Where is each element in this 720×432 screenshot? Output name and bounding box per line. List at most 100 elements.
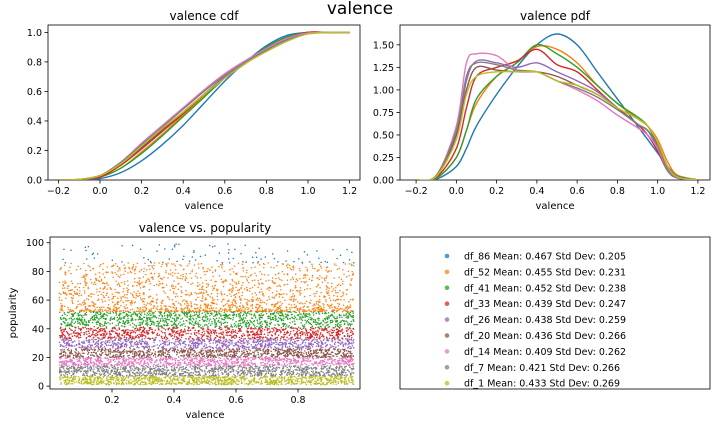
scatter-point	[235, 286, 237, 289]
scatter-point	[172, 327, 175, 329]
scatter-point	[185, 313, 188, 315]
scatter-point	[139, 282, 142, 285]
scatter-point	[298, 290, 300, 292]
scatter-point	[152, 312, 154, 315]
scatter-point	[319, 287, 321, 289]
scatter-point	[63, 338, 65, 340]
scatter-point	[128, 267, 131, 270]
scatter-point	[274, 310, 276, 312]
scatter-point	[182, 355, 184, 357]
scatter-point	[77, 320, 79, 323]
scatter-point	[192, 340, 194, 342]
scatter-point	[90, 296, 92, 298]
scatter-point	[109, 309, 112, 311]
scatter-point	[104, 335, 107, 337]
scatter-point	[195, 332, 198, 334]
scatter-point	[193, 333, 196, 335]
scatter-point	[212, 339, 215, 342]
scatter-point	[329, 346, 332, 348]
scatter-point	[120, 281, 123, 284]
scatter-point	[144, 306, 146, 308]
scatter-point	[333, 306, 336, 308]
scatter-point	[242, 275, 244, 278]
scatter-point	[335, 299, 337, 301]
scatter-point	[87, 341, 90, 343]
scatter-point	[105, 327, 108, 329]
scatter-point	[312, 321, 315, 323]
scatter-point	[77, 351, 80, 353]
scatter-point	[253, 284, 256, 286]
scatter-point	[286, 250, 289, 252]
scatter-point	[68, 317, 71, 320]
scatter-point	[167, 310, 170, 312]
scatter-point	[201, 341, 203, 343]
scatter-point	[195, 317, 197, 320]
scatter-point	[199, 324, 202, 326]
cdf-ytick-label: 0.6	[27, 87, 42, 98]
scatter-point	[216, 259, 218, 262]
scatter-point	[239, 324, 242, 326]
scatter-point	[99, 339, 101, 341]
scatter-point	[75, 307, 77, 309]
scatter-point	[94, 283, 97, 285]
scatter-point	[60, 323, 62, 325]
scatter-point	[214, 269, 217, 271]
scatter-point	[65, 339, 67, 342]
scatter-point	[323, 306, 325, 308]
scatter-point	[218, 332, 220, 335]
scatter-point	[289, 333, 292, 335]
scatter-point	[245, 339, 248, 342]
scatter-point	[168, 327, 171, 329]
scatter-point	[322, 319, 324, 322]
scatter-point	[189, 340, 191, 343]
scatter-point	[87, 264, 89, 267]
scatter-point	[337, 336, 340, 338]
scatter-point	[79, 354, 82, 356]
scatter-point	[185, 300, 187, 302]
scatter-point	[250, 298, 253, 301]
scatter-point	[342, 261, 345, 264]
scatter-point	[138, 310, 140, 312]
scatter-point	[350, 315, 353, 318]
scatter-point	[230, 295, 232, 297]
scatter-point	[231, 326, 234, 328]
scatter-point	[352, 314, 355, 317]
scatter-point	[292, 268, 294, 271]
scatter-point	[221, 346, 224, 348]
scatter-point	[281, 309, 284, 311]
scatter-point	[60, 344, 63, 347]
scatter-point	[116, 284, 119, 286]
scatter-point	[240, 309, 242, 312]
scatter-point	[166, 313, 169, 316]
scatter-point	[70, 272, 72, 275]
scatter-point	[346, 248, 348, 251]
scatter-point	[271, 253, 274, 255]
scatter-point	[254, 306, 257, 308]
scatter-point	[328, 355, 331, 358]
scatter-point	[83, 292, 86, 294]
scatter-point	[178, 342, 181, 345]
scatter-point	[324, 322, 326, 324]
scatter-point	[152, 307, 155, 309]
scatter-point	[323, 295, 325, 297]
scatter-point	[246, 341, 249, 344]
scatter-point	[306, 315, 309, 318]
scatter-point	[209, 244, 211, 247]
scatter-point	[126, 287, 128, 289]
scatter-point	[349, 283, 351, 285]
scatter-point	[104, 317, 106, 320]
scatter-point	[158, 262, 160, 264]
scatter-point	[207, 338, 209, 341]
scatter-point	[72, 332, 75, 334]
scatter-point	[145, 269, 148, 271]
scatter-point	[177, 302, 180, 304]
scatter-point	[167, 308, 169, 311]
scatter-point	[166, 344, 169, 346]
scatter-point	[315, 321, 318, 324]
scatter-point	[319, 333, 322, 336]
scatter-point	[298, 291, 301, 294]
scatter-point	[335, 291, 337, 294]
scatter-point	[142, 306, 144, 308]
scatter-point	[165, 336, 168, 339]
scatter-point	[299, 270, 301, 272]
